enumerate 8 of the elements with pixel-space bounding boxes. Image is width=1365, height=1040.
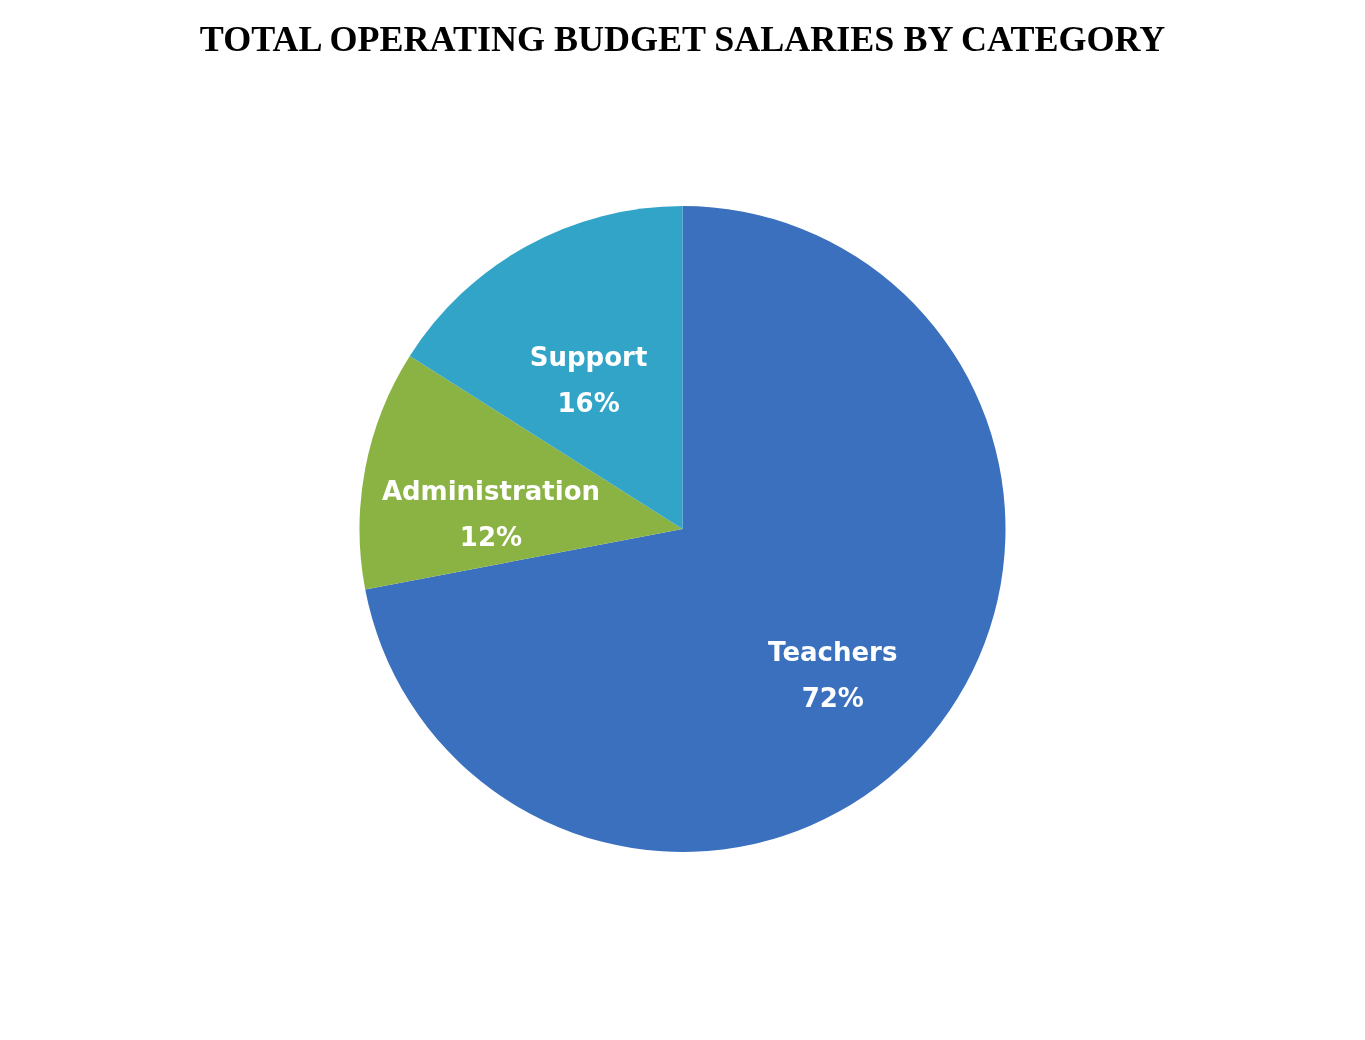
data-label: 72% — [801, 683, 864, 714]
slice-label: Teachers — [768, 637, 898, 668]
chart-title: TOTAL OPERATING BUDGET SALARIES BY CATEGORY — [199, 19, 1166, 59]
slice-label: Support — [529, 342, 648, 373]
data-label: 16% — [557, 388, 620, 419]
data-label: 12% — [459, 522, 523, 553]
slice-label: Administration — [381, 476, 601, 507]
pie-slice — [365, 206, 1006, 852]
